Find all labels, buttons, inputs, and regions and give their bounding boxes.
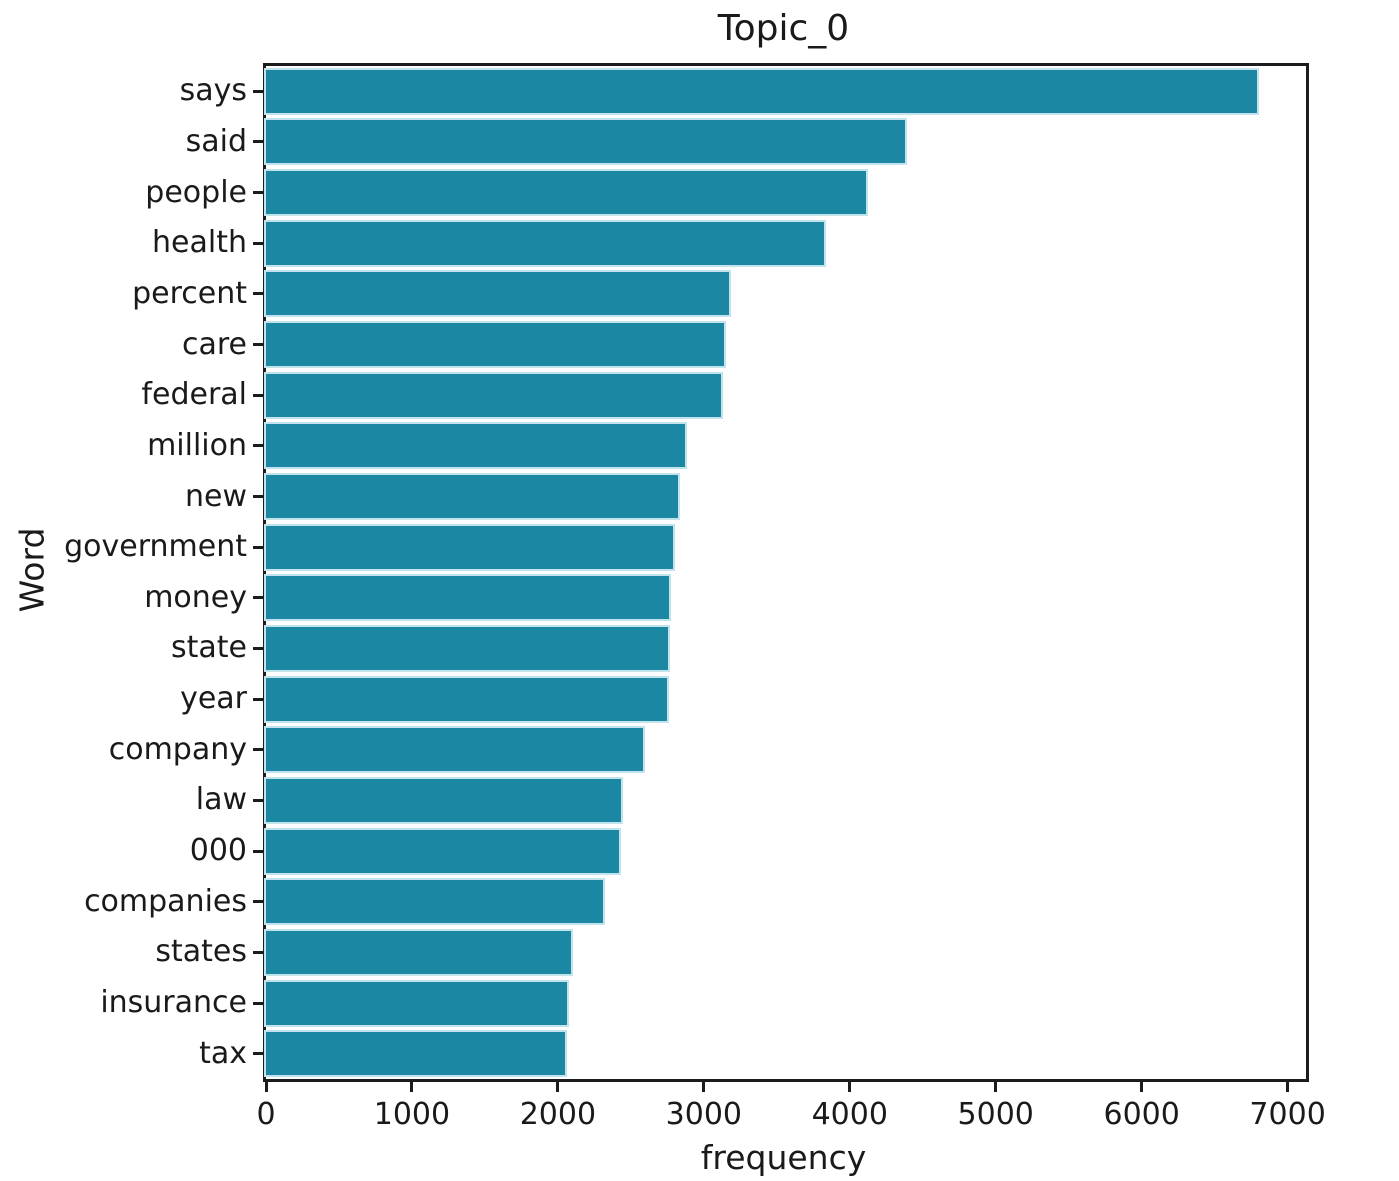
bar-federal bbox=[266, 373, 721, 417]
y-tick-mark bbox=[253, 545, 263, 549]
bar-people bbox=[266, 171, 866, 215]
y-tick-mark bbox=[253, 748, 263, 752]
bar-said bbox=[266, 120, 905, 164]
bar-states bbox=[266, 930, 571, 974]
y-tick-mark bbox=[253, 343, 263, 347]
x-axis-label: frequency bbox=[700, 1138, 867, 1177]
y-tick-label-law: law bbox=[195, 782, 247, 818]
plot-area bbox=[263, 63, 1309, 1082]
bar-health bbox=[266, 221, 824, 265]
y-tick-mark bbox=[253, 191, 263, 195]
x-tick-label-5000: 5000 bbox=[957, 1097, 1034, 1132]
y-tick-label-people: people bbox=[145, 174, 247, 210]
bar-company bbox=[266, 728, 643, 772]
bar-government bbox=[266, 525, 673, 569]
y-tick-mark bbox=[253, 393, 263, 397]
bar-money bbox=[266, 576, 669, 620]
y-tick-mark bbox=[253, 444, 263, 448]
y-tick-label-insurance: insurance bbox=[100, 985, 247, 1021]
y-tick-mark bbox=[253, 697, 263, 701]
y-tick-mark bbox=[253, 849, 263, 853]
bar-companies bbox=[266, 880, 603, 924]
y-tick-mark bbox=[253, 900, 263, 904]
y-tick-label-care: care bbox=[181, 326, 247, 362]
x-tick-mark bbox=[702, 1082, 706, 1092]
y-tick-label-companies: companies bbox=[84, 883, 247, 919]
x-tick-label-3000: 3000 bbox=[665, 1097, 743, 1132]
x-tick-mark bbox=[264, 1082, 268, 1092]
y-tick-label-federal: federal bbox=[141, 377, 247, 413]
bar-tax bbox=[266, 1032, 565, 1076]
x-tick-mark bbox=[1140, 1082, 1144, 1092]
y-tick-label-state: state bbox=[171, 630, 247, 666]
bar-insurance bbox=[266, 981, 567, 1025]
x-tick-label-4000: 4000 bbox=[811, 1097, 888, 1132]
y-tick-label-company: company bbox=[108, 731, 247, 767]
y-tick-label-year: year bbox=[180, 681, 247, 717]
bar-says bbox=[266, 69, 1257, 113]
y-tick-label-says: says bbox=[179, 73, 247, 109]
x-tick-label-2000: 2000 bbox=[519, 1097, 597, 1132]
y-tick-mark bbox=[253, 140, 263, 144]
y-tick-label-new: new bbox=[184, 478, 247, 514]
y-tick-label-million: million bbox=[147, 427, 247, 463]
y-tick-label-000: 000 bbox=[189, 833, 247, 869]
y-tick-label-money: money bbox=[144, 579, 247, 615]
x-tick-label-1000: 1000 bbox=[373, 1097, 451, 1132]
y-tick-mark bbox=[253, 596, 263, 600]
bar-new bbox=[266, 475, 678, 519]
bar-million bbox=[266, 424, 685, 468]
y-tick-mark bbox=[253, 950, 263, 954]
y-tick-mark bbox=[253, 292, 263, 296]
bar-year bbox=[266, 677, 667, 721]
y-tick-mark bbox=[253, 495, 263, 499]
x-tick-mark bbox=[1286, 1082, 1290, 1092]
y-tick-label-government: government bbox=[64, 529, 247, 565]
y-tick-label-states: states bbox=[155, 934, 247, 970]
x-tick-label-6000: 6000 bbox=[1103, 1097, 1180, 1132]
x-tick-mark bbox=[410, 1082, 414, 1092]
y-tick-mark bbox=[253, 646, 263, 650]
bar-care bbox=[266, 323, 724, 367]
x-tick-mark bbox=[994, 1082, 998, 1092]
bar-000 bbox=[266, 829, 619, 873]
y-tick-label-percent: percent bbox=[132, 275, 247, 311]
y-tick-label-health: health bbox=[152, 225, 247, 261]
y-tick-mark bbox=[253, 798, 263, 802]
y-axis-label: Word bbox=[12, 527, 52, 613]
y-tick-mark bbox=[253, 1001, 263, 1005]
x-tick-label-0: 0 bbox=[256, 1097, 276, 1132]
y-tick-label-said: said bbox=[185, 123, 247, 159]
y-tick-mark bbox=[253, 89, 263, 93]
x-tick-label-7000: 7000 bbox=[1249, 1097, 1326, 1132]
bar-state bbox=[266, 626, 668, 670]
y-tick-mark bbox=[253, 241, 263, 245]
bar-percent bbox=[266, 272, 729, 316]
chart-title: Topic_0 bbox=[717, 8, 850, 49]
y-tick-label-tax: tax bbox=[199, 1035, 247, 1071]
bar-law bbox=[266, 778, 621, 822]
y-tick-mark bbox=[253, 1052, 263, 1056]
x-tick-mark bbox=[556, 1082, 560, 1092]
x-tick-mark bbox=[848, 1082, 852, 1092]
